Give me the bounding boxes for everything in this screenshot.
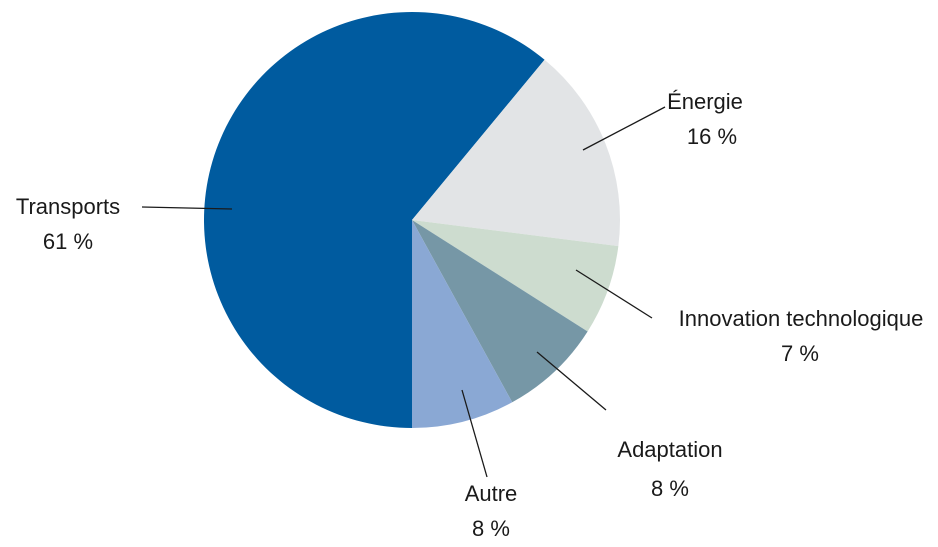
slice-label: Adaptation bbox=[617, 437, 722, 462]
pie-slice bbox=[203, 11, 545, 429]
slice-value-label: 61 % bbox=[43, 229, 93, 254]
pie-slice bbox=[412, 220, 619, 332]
leader-line bbox=[461, 389, 488, 478]
leader-line bbox=[582, 106, 666, 151]
slice-value-label: 8 % bbox=[651, 476, 689, 501]
pie-slice bbox=[412, 220, 588, 403]
slice-value-label: 8 % bbox=[472, 516, 510, 541]
slice-label: Énergie bbox=[667, 89, 743, 114]
pie-slice bbox=[412, 220, 513, 428]
pie-slice bbox=[412, 59, 621, 247]
slice-value-label: 7 % bbox=[781, 341, 819, 366]
leader-line bbox=[141, 206, 233, 210]
slice-label: Transports bbox=[16, 194, 120, 219]
slice-value-label: 16 % bbox=[687, 124, 737, 149]
slice-label: Autre bbox=[465, 481, 518, 506]
leader-line bbox=[575, 269, 653, 319]
slice-label: Innovation technologique bbox=[679, 306, 924, 331]
leader-line bbox=[536, 351, 607, 411]
